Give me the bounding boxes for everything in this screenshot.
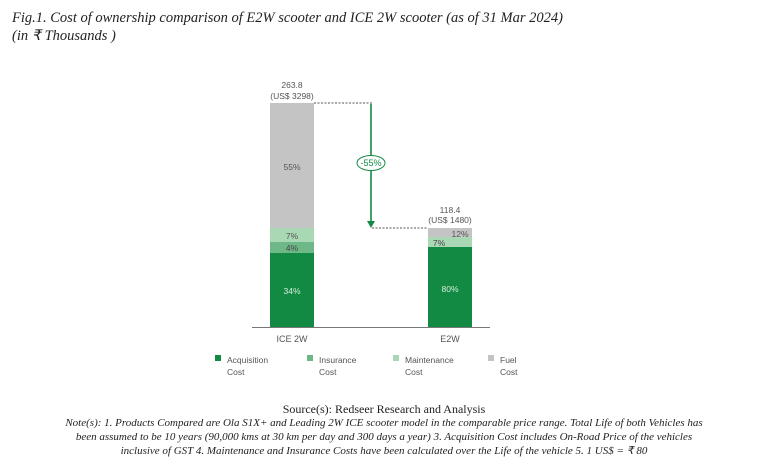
notes-line-1: Note(s): 1. Products Compared are Ola S1… <box>65 417 703 429</box>
stacked-bar-chart: 263.8 (US$ 3298) 55% 7% 4% 34% 118.4 (US… <box>252 80 490 344</box>
legend-swatch-insurance <box>307 355 313 361</box>
ice-insurance-segment <box>270 242 314 253</box>
ice-insurance-pct: 4% <box>285 243 299 253</box>
e2w-maintenance-pct: 7% <box>432 238 446 248</box>
legend-swatch-fuel <box>488 355 494 361</box>
source-text: Source(s): Redseer Research and Analysis <box>282 402 486 416</box>
legend-item-acquisition: Acquisition Cost <box>215 354 269 378</box>
legend-swatch-maintenance <box>393 355 399 361</box>
legend-swatch-acquisition <box>215 355 221 361</box>
legend-label-maintenance: Maintenance <box>405 355 454 365</box>
ice-acquisition-pct: 34% <box>283 286 301 296</box>
ice-maintenance-segment <box>270 228 314 242</box>
legend-item-fuel: Fuel Cost <box>488 354 518 378</box>
chart-title: Fig.1. Cost of ownership comparison of E… <box>12 9 563 45</box>
legend-label-insurance-2: Cost <box>319 367 337 377</box>
e2w-total-usd-label: (US$ 1480) <box>428 215 472 225</box>
ice-maintenance-pct: 7% <box>285 231 299 241</box>
notes-text: Note(s): 1. Products Compared are Ola S1… <box>10 416 758 458</box>
ice-total-label: 263.8 <box>281 80 303 90</box>
legend-label-fuel: Fuel <box>500 355 517 365</box>
legend-label-insurance: Insurance <box>319 355 357 365</box>
notes-line-3: inclusive of GST 4. Maintenance and Insu… <box>120 445 648 457</box>
x-tick-ice: ICE 2W <box>276 334 308 344</box>
reduction-badge: -55% <box>360 158 382 168</box>
x-tick-e2w: E2W <box>440 334 460 344</box>
x-axis-line <box>252 327 490 328</box>
e2w-acquisition-segment <box>428 247 472 327</box>
title-line-2: (in ₹ Thousands ) <box>12 28 116 44</box>
reduction-arrow-icon <box>314 102 428 229</box>
ice-acquisition-segment <box>270 253 314 327</box>
e2w-total-label: 118.4 <box>439 205 461 215</box>
notes-line-2: been assumed to be 10 years (90,000 kms … <box>75 431 693 443</box>
legend-label-maintenance-2: Cost <box>405 367 423 377</box>
e2w-maintenance-segment <box>428 237 472 247</box>
ice-fuel-pct: 55% <box>283 162 301 172</box>
legend-item-maintenance: Maintenance Cost <box>393 354 454 378</box>
e2w-fuel-pct: 12% <box>451 229 469 239</box>
e2w-acquisition-pct: 80% <box>441 284 459 294</box>
e2w-fuel-segment <box>428 228 472 237</box>
title-line-1: Fig.1. Cost of ownership comparison of E… <box>12 10 563 26</box>
legend-label-acquisition: Acquisition <box>227 355 269 365</box>
legend-label-fuel-2: Cost <box>500 367 518 377</box>
ice-fuel-segment <box>270 103 314 228</box>
legend-label-acquisition-2: Cost <box>227 367 245 377</box>
ice-total-usd-label: (US$ 3298) <box>270 91 314 101</box>
legend-item-insurance: Insurance Cost <box>307 354 357 378</box>
